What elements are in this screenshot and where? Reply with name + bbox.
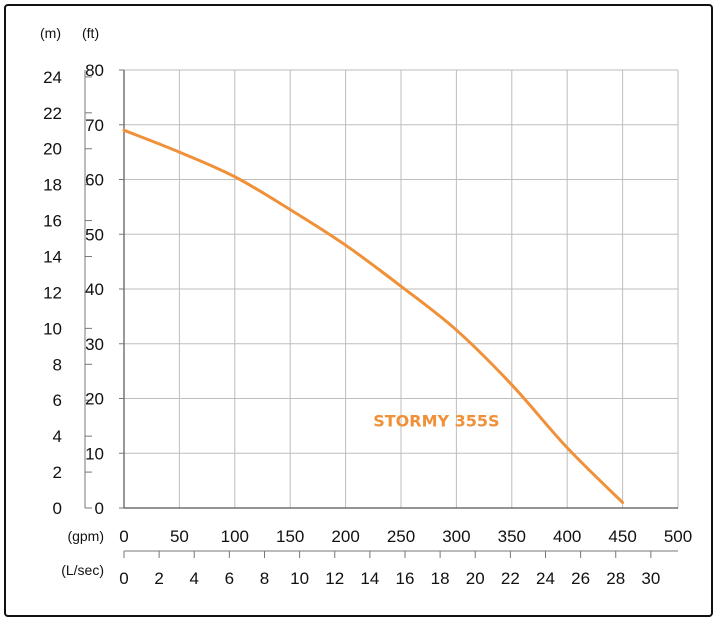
lsec-tick-label: 6 [225, 569, 234, 588]
feet-tick-label: 80 [85, 61, 104, 80]
meters-tick-label: 22 [43, 104, 62, 123]
feet-tick-label: 10 [85, 444, 104, 463]
gpm-tick-label: 200 [331, 527, 359, 546]
lsec-tick-label: 24 [536, 569, 555, 588]
series-line [122, 128, 625, 505]
lsec-tick-label: 22 [501, 569, 520, 588]
lsec-tick-label: 10 [290, 569, 309, 588]
lsec-tick-label: 8 [260, 569, 269, 588]
gpm-tick-label: 150 [276, 527, 304, 546]
feet-tick-label: 0 [95, 499, 104, 518]
meters-unit-label: (m) [40, 25, 61, 41]
meters-tick-label: 20 [43, 140, 62, 159]
gpm-tick-label: 100 [221, 527, 249, 546]
gpm-unit-label: (gpm) [67, 528, 104, 544]
lsec-tick-label: 12 [325, 569, 344, 588]
lsec-unit-label: (L/sec) [61, 562, 104, 578]
meters-tick-label: 14 [43, 248, 62, 267]
gpm-tick-label: 500 [664, 527, 692, 546]
feet-tick-label: 30 [85, 335, 104, 354]
lsec-tick-label: 4 [190, 569, 199, 588]
feet-tick-label: 20 [85, 390, 104, 409]
gpm-tick-label: 450 [608, 527, 636, 546]
meters-tick-label: 10 [43, 319, 62, 338]
lsec-tick-label: 16 [396, 569, 415, 588]
lsec-tick-label: 30 [641, 569, 660, 588]
gpm-tick-label: 250 [387, 527, 415, 546]
meters-tick-label: 18 [43, 176, 62, 195]
meters-tick-label: 8 [53, 355, 62, 374]
gpm-tick-label: 400 [553, 527, 581, 546]
feet-tick-label: 50 [85, 225, 104, 244]
lsec-tick-label: 2 [154, 569, 163, 588]
meters-tick-label: 4 [53, 427, 62, 446]
lsec-tick-label: 20 [466, 569, 485, 588]
meters-tick-label: 12 [43, 283, 62, 302]
lsec-tick-label: 14 [360, 569, 379, 588]
meters-tick-label: 0 [53, 499, 62, 518]
lsec-tick-label: 18 [431, 569, 450, 588]
feet-unit-label: (ft) [82, 25, 99, 41]
gpm-tick-label: 0 [119, 527, 128, 546]
lsec-tick-label: 28 [606, 569, 625, 588]
series-label: STORMY 355S [373, 411, 499, 430]
meters-tick-label: 2 [53, 463, 62, 482]
feet-tick-label: 70 [85, 116, 104, 135]
feet-tick-label: 60 [85, 171, 104, 190]
gpm-tick-label: 350 [498, 527, 526, 546]
lsec-tick-label: 0 [119, 569, 128, 588]
lsec-tick-label: 26 [571, 569, 590, 588]
gpm-tick-label: 300 [442, 527, 470, 546]
feet-tick-label: 40 [85, 280, 104, 299]
meters-tick-label: 24 [43, 68, 62, 87]
gpm-tick-label: 50 [170, 527, 189, 546]
meters-tick-label: 6 [53, 391, 62, 410]
meters-tick-label: 16 [43, 212, 62, 231]
